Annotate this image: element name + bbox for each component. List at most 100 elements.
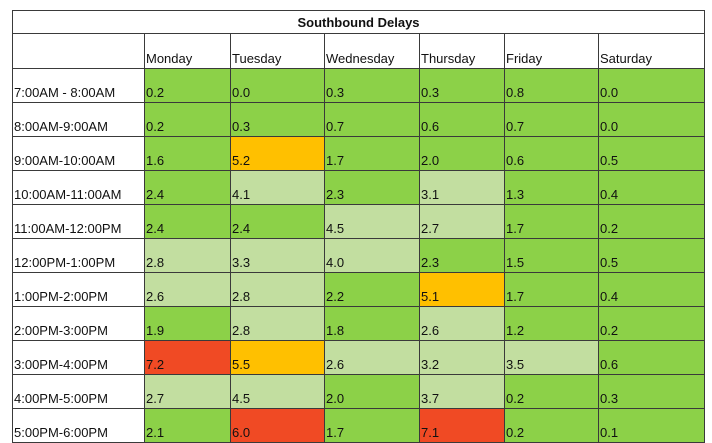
delay-cell: 2.4 (230, 204, 325, 239)
time-slot-label: 4:00PM-5:00PM (12, 374, 145, 409)
delay-cell: 1.8 (324, 306, 420, 341)
day-header-thursday: Thursday (419, 33, 505, 69)
day-header-wednesday: Wednesday (324, 33, 420, 69)
day-header-tuesday: Tuesday (230, 33, 325, 69)
delay-cell: 0.1 (598, 408, 705, 443)
delay-cell: 1.3 (504, 170, 599, 205)
delay-cell: 7.1 (419, 408, 505, 443)
delay-cell: 2.8 (144, 238, 231, 273)
time-slot-label: 8:00AM-9:00AM (12, 102, 145, 137)
time-slot-label: 10:00AM-11:00AM (12, 170, 145, 205)
delay-cell: 1.5 (504, 238, 599, 273)
delay-cell: 2.7 (144, 374, 231, 409)
delay-cell: 0.6 (504, 136, 599, 171)
delay-cell: 4.5 (324, 204, 420, 239)
delay-cell: 3.1 (419, 170, 505, 205)
delay-cell: 0.2 (504, 374, 599, 409)
table-row: 9:00AM-10:00AM 1.6 5.2 1.7 2.0 0.6 0.5 (12, 136, 705, 171)
table-row: 7:00AM - 8:00AM 0.2 0.0 0.3 0.3 0.8 0.0 (12, 68, 705, 103)
header-row: Monday Tuesday Wednesday Thursday Friday… (12, 33, 705, 69)
delay-cell: 0.5 (598, 136, 705, 171)
table-row: 1:00PM-2:00PM 2.6 2.8 2.2 5.1 1.7 0.4 (12, 272, 705, 307)
delay-cell: 0.7 (324, 102, 420, 137)
time-slot-label: 12:00PM-1:00PM (12, 238, 145, 273)
table-row: 8:00AM-9:00AM 0.2 0.3 0.7 0.6 0.7 0.0 (12, 102, 705, 137)
delay-cell: 2.8 (230, 306, 325, 341)
delay-cell: 3.2 (419, 340, 505, 375)
time-slot-label: 11:00AM-12:00PM (12, 204, 145, 239)
delay-cell: 1.7 (324, 408, 420, 443)
table-body: 7:00AM - 8:00AM 0.2 0.0 0.3 0.3 0.8 0.0 8:00AM-… (12, 68, 705, 443)
delay-cell: 0.3 (598, 374, 705, 409)
table-row: 3:00PM-4:00PM 7.2 5.5 2.6 3.2 3.5 0.6 (12, 340, 705, 375)
time-slot-label: 1:00PM-2:00PM (12, 272, 145, 307)
delay-cell: 5.1 (419, 272, 505, 307)
delay-cell: 3.3 (230, 238, 325, 273)
delay-cell: 1.2 (504, 306, 599, 341)
time-slot-label: 9:00AM-10:00AM (12, 136, 145, 171)
delay-cell: 0.2 (144, 102, 231, 137)
delay-cell: 5.2 (230, 136, 325, 171)
delay-cell: 2.6 (419, 306, 505, 341)
delay-cell: 2.0 (324, 374, 420, 409)
delay-cell: 0.3 (230, 102, 325, 137)
delay-cell: 7.2 (144, 340, 231, 375)
delay-cell: 0.3 (419, 68, 505, 103)
table-row: 12:00PM-1:00PM 2.8 3.3 4.0 2.3 1.5 0.5 (12, 238, 705, 273)
delay-cell: 1.9 (144, 306, 231, 341)
delay-cell: 2.6 (324, 340, 420, 375)
time-slot-label: 7:00AM - 8:00AM (12, 68, 145, 103)
delay-cell: 5.5 (230, 340, 325, 375)
delay-cell: 2.8 (230, 272, 325, 307)
delay-cell: 0.2 (504, 408, 599, 443)
day-header-saturday: Saturday (598, 33, 705, 69)
table-row: 4:00PM-5:00PM 2.7 4.5 2.0 3.7 0.2 0.3 (12, 374, 705, 409)
time-slot-label: 2:00PM-3:00PM (12, 306, 145, 341)
table-row: 2:00PM-3:00PM 1.9 2.8 1.8 2.6 1.2 0.2 (12, 306, 705, 341)
delay-cell: 0.7 (504, 102, 599, 137)
delay-cell: 0.8 (504, 68, 599, 103)
delay-cell: 0.2 (144, 68, 231, 103)
delay-cell: 1.7 (504, 204, 599, 239)
delay-cell: 1.6 (144, 136, 231, 171)
delay-cell: 1.7 (324, 136, 420, 171)
table-row: 10:00AM-11:00AM 2.4 4.1 2.3 3.1 1.3 0.4 (12, 170, 705, 205)
delay-table: Southbound Delays Monday Tuesday Wednesd… (12, 10, 705, 443)
delay-cell: 3.5 (504, 340, 599, 375)
delay-cell: 0.2 (598, 204, 705, 239)
delay-cell: 2.6 (144, 272, 231, 307)
delay-cell: 0.0 (598, 68, 705, 103)
corner-cell (12, 33, 145, 69)
delay-cell: 2.0 (419, 136, 505, 171)
delay-cell: 0.4 (598, 170, 705, 205)
delay-cell: 2.4 (144, 170, 231, 205)
delay-cell: 2.3 (419, 238, 505, 273)
delay-cell: 0.4 (598, 272, 705, 307)
time-slot-label: 5:00PM-6:00PM (12, 408, 145, 443)
delay-cell: 2.7 (419, 204, 505, 239)
delay-cell: 4.1 (230, 170, 325, 205)
delay-cell: 2.2 (324, 272, 420, 307)
table-row: 11:00AM-12:00PM 2.4 2.4 4.5 2.7 1.7 0.2 (12, 204, 705, 239)
delay-cell: 0.5 (598, 238, 705, 273)
delay-cell: 2.1 (144, 408, 231, 443)
delay-cell: 0.3 (324, 68, 420, 103)
delay-cell: 2.4 (144, 204, 231, 239)
delay-cell: 0.6 (598, 340, 705, 375)
table-title: Southbound Delays (12, 10, 705, 34)
delay-cell: 0.0 (598, 102, 705, 137)
delay-cell: 0.0 (230, 68, 325, 103)
delay-cell: 4.5 (230, 374, 325, 409)
delay-cell: 6.0 (230, 408, 325, 443)
delay-cell: 2.3 (324, 170, 420, 205)
delay-cell: 0.2 (598, 306, 705, 341)
delay-cell: 3.7 (419, 374, 505, 409)
title-row: Southbound Delays (12, 10, 705, 34)
table-row: 5:00PM-6:00PM 2.1 6.0 1.7 7.1 0.2 0.1 (12, 408, 705, 443)
time-slot-label: 3:00PM-4:00PM (12, 340, 145, 375)
delay-cell: 1.7 (504, 272, 599, 307)
day-header-monday: Monday (144, 33, 231, 69)
day-header-friday: Friday (504, 33, 599, 69)
delay-cell: 4.0 (324, 238, 420, 273)
delay-cell: 0.6 (419, 102, 505, 137)
